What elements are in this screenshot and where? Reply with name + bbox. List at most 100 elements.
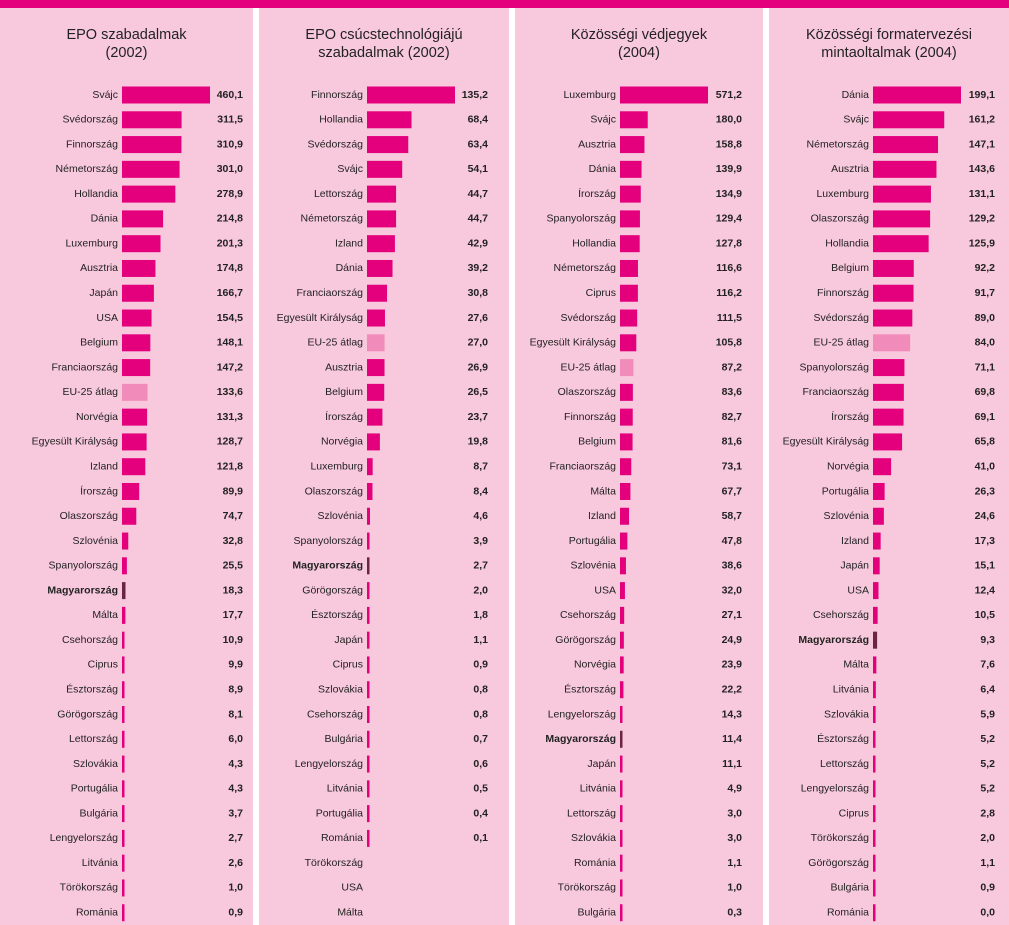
bar bbox=[122, 309, 152, 327]
bar bbox=[367, 805, 370, 823]
category-label: Csehország bbox=[560, 609, 616, 621]
value-label: 129,4 bbox=[716, 213, 742, 225]
category-label: Luxemburg bbox=[65, 237, 118, 249]
category-label: Svájc bbox=[843, 114, 869, 126]
value-label: 105,8 bbox=[716, 337, 742, 349]
bar bbox=[873, 458, 892, 476]
value-label: 4,3 bbox=[228, 758, 243, 770]
value-label: 82,7 bbox=[722, 411, 743, 423]
category-label: Dánia bbox=[91, 213, 119, 225]
value-label: 42,9 bbox=[468, 237, 489, 249]
value-label: 9,9 bbox=[228, 659, 243, 671]
category-label: Franciaország bbox=[51, 361, 118, 373]
bar bbox=[620, 482, 631, 500]
category-label: Bulgária bbox=[324, 733, 363, 745]
bar bbox=[367, 557, 370, 575]
category-label: Csehország bbox=[62, 634, 118, 646]
value-label: 0,9 bbox=[980, 882, 995, 894]
value-label: 571,2 bbox=[716, 89, 742, 101]
category-label: Svédország bbox=[814, 312, 870, 324]
bar bbox=[122, 904, 125, 922]
bar bbox=[620, 259, 638, 277]
bar bbox=[620, 532, 628, 550]
value-label: 32,0 bbox=[722, 584, 743, 596]
value-label: 5,2 bbox=[980, 783, 995, 795]
bar bbox=[620, 606, 625, 624]
value-label: 116,6 bbox=[716, 262, 742, 274]
value-label: 1,0 bbox=[727, 882, 742, 894]
bar bbox=[873, 582, 879, 600]
value-label: 3,0 bbox=[727, 832, 742, 844]
value-label: 7,6 bbox=[980, 659, 995, 671]
bar bbox=[873, 854, 876, 872]
category-label: Portugália bbox=[822, 485, 869, 497]
value-label: 23,7 bbox=[468, 411, 489, 423]
bar bbox=[873, 606, 878, 624]
category-label: Dánia bbox=[336, 262, 364, 274]
value-label: 1,8 bbox=[473, 609, 488, 621]
value-label: 47,8 bbox=[722, 535, 743, 547]
value-label: 134,9 bbox=[716, 188, 742, 200]
value-label: 0,8 bbox=[473, 684, 488, 696]
bar bbox=[873, 408, 904, 426]
category-label: Németország bbox=[807, 138, 870, 150]
category-label: Szlovákia bbox=[571, 832, 616, 844]
category-label: Belgium bbox=[831, 262, 869, 274]
value-label: 139,9 bbox=[716, 163, 742, 175]
category-label: EU-25 átlag bbox=[308, 337, 364, 349]
category-label: Olaszország bbox=[60, 510, 119, 522]
value-label: 2,7 bbox=[228, 832, 243, 844]
value-label: 24,6 bbox=[975, 510, 996, 522]
value-label: 278,9 bbox=[217, 188, 243, 200]
value-label: 1,1 bbox=[473, 634, 488, 646]
category-label: USA bbox=[847, 584, 869, 596]
bar bbox=[122, 136, 182, 154]
bar bbox=[873, 160, 937, 178]
value-label: 81,6 bbox=[722, 436, 743, 448]
value-label: 38,6 bbox=[722, 560, 743, 572]
bar bbox=[620, 904, 623, 922]
bars: Luxemburg 571,2 Svájc 180,0 Ausztria 158,8 Dán… bbox=[530, 86, 743, 922]
bar bbox=[620, 334, 637, 352]
bar bbox=[122, 631, 125, 649]
value-label: 310,9 bbox=[217, 138, 243, 150]
bar bbox=[122, 780, 125, 798]
value-label: 65,8 bbox=[975, 436, 996, 448]
category-label: Szlovákia bbox=[73, 758, 118, 770]
value-label: 22,2 bbox=[722, 684, 743, 696]
value-label: 41,0 bbox=[975, 460, 996, 472]
bar bbox=[620, 656, 624, 674]
bar bbox=[873, 210, 931, 228]
bar bbox=[367, 160, 403, 178]
bar bbox=[367, 780, 370, 798]
bar bbox=[122, 334, 151, 352]
value-label: 133,6 bbox=[217, 386, 243, 398]
category-label: Olaszország bbox=[558, 386, 617, 398]
category-label: Spanyolország bbox=[800, 361, 870, 373]
category-label: Magyarország bbox=[47, 584, 118, 596]
bar bbox=[122, 111, 182, 129]
category-label: Törökország bbox=[811, 832, 870, 844]
bar bbox=[620, 458, 632, 476]
bar bbox=[367, 582, 370, 600]
value-label: 63,4 bbox=[468, 138, 489, 150]
category-label: Magyarország bbox=[798, 634, 869, 646]
bar bbox=[367, 433, 380, 451]
chart-panel: Közösségi védjegyek (2004) Luxemburg 571,2… bbox=[515, 8, 763, 925]
bar bbox=[367, 656, 370, 674]
category-label: Svédország bbox=[561, 312, 617, 324]
bar bbox=[873, 383, 904, 401]
value-label: 5,2 bbox=[980, 733, 995, 745]
value-label: 111,5 bbox=[717, 312, 742, 324]
bar bbox=[367, 482, 373, 500]
bar bbox=[873, 433, 903, 451]
category-label: Spanyolország bbox=[547, 213, 617, 225]
category-label: Spanyolország bbox=[294, 535, 364, 547]
bar bbox=[620, 557, 626, 575]
bar bbox=[873, 334, 911, 352]
category-label: Magyarország bbox=[545, 733, 616, 745]
value-label: 8,1 bbox=[228, 708, 243, 720]
category-label: Hollandia bbox=[572, 237, 616, 249]
category-label: Málta bbox=[843, 659, 869, 671]
bar bbox=[620, 829, 623, 847]
